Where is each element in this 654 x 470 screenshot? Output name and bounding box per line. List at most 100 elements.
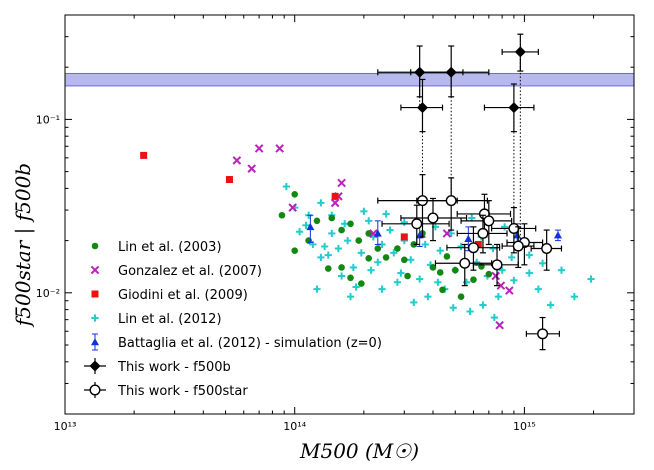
series-0-point-16 bbox=[394, 245, 401, 252]
series-3-point-24 bbox=[421, 240, 429, 249]
series-3-point-48 bbox=[313, 285, 321, 293]
plot-frame bbox=[64, 14, 635, 415]
series-3-point-53 bbox=[352, 283, 360, 291]
series-3-point-70 bbox=[346, 293, 355, 301]
series-3-point-12 bbox=[357, 249, 365, 257]
series-1-point-2 bbox=[254, 144, 264, 153]
series-0-point-13 bbox=[347, 274, 354, 282]
series-3-point-21 bbox=[407, 256, 415, 264]
series-3-point-38 bbox=[494, 293, 502, 301]
legend-marker-3 bbox=[91, 314, 99, 322]
series-3-point-51 bbox=[393, 278, 402, 286]
legend-label-5: This work - f500b bbox=[117, 360, 231, 375]
series-3-point-17 bbox=[386, 226, 394, 234]
series-1-point-10 bbox=[496, 281, 506, 290]
series-5-point-1 bbox=[445, 66, 457, 78]
legend-label-4: Battaglia et al. (2012) - simulation (z=… bbox=[118, 336, 382, 351]
series-3-point-3 bbox=[317, 199, 325, 207]
series-0-point-15 bbox=[382, 254, 390, 261]
series-0 bbox=[278, 190, 493, 300]
series-3-point-58 bbox=[424, 293, 432, 301]
series-2-point-4 bbox=[474, 240, 482, 248]
legend-marker-6 bbox=[89, 384, 101, 396]
series-3-point-23 bbox=[416, 275, 424, 283]
series-1-point-8 bbox=[442, 229, 452, 238]
series-0-point-22 bbox=[443, 253, 451, 260]
legend-label-0: Lin et al. (2003) bbox=[118, 240, 222, 255]
series-3-point-68 bbox=[400, 218, 408, 226]
series-4-point-1 bbox=[373, 229, 382, 237]
baryon-fraction-band bbox=[64, 72, 635, 87]
series-6-point-13 bbox=[541, 243, 553, 255]
series-0-point-21 bbox=[436, 269, 444, 276]
series-3-point-66 bbox=[498, 266, 506, 274]
series-6 bbox=[377, 174, 563, 351]
series-2-point-0 bbox=[140, 151, 148, 159]
series-0-point-26 bbox=[478, 263, 485, 270]
series-3-point-55 bbox=[295, 228, 304, 236]
series-3-point-31 bbox=[457, 242, 465, 251]
series-6-point-3 bbox=[411, 218, 423, 230]
series-0-point-29 bbox=[485, 270, 493, 278]
series-3-point-32 bbox=[462, 278, 471, 286]
series-3-point-57 bbox=[382, 210, 390, 218]
series-6-point-14 bbox=[537, 328, 549, 340]
series-6-point-5 bbox=[483, 215, 495, 227]
x-axis-title: M500 (M☉) bbox=[299, 439, 419, 463]
series-6-point-12 bbox=[512, 240, 524, 252]
series-0-point-1 bbox=[291, 190, 299, 198]
series-3 bbox=[282, 182, 595, 322]
series-3-point-40 bbox=[508, 253, 516, 262]
series-3-point-63 bbox=[538, 259, 547, 267]
series-3-point-47 bbox=[587, 275, 595, 283]
legend-label-1: Gonzalez et al. (2007) bbox=[118, 264, 262, 279]
series-3-point-29 bbox=[447, 229, 455, 238]
series-5-point-3 bbox=[416, 102, 428, 114]
series-3-point-19 bbox=[397, 269, 405, 277]
series-3-point-15 bbox=[374, 258, 382, 266]
series-3-point-9 bbox=[341, 220, 349, 228]
series-3-point-50 bbox=[378, 285, 386, 293]
legend-marker-1 bbox=[90, 265, 100, 275]
series-3-point-46 bbox=[570, 293, 578, 301]
series-3-point-64 bbox=[525, 251, 533, 259]
legend-item-1: Gonzalez et al. (2007) bbox=[90, 264, 262, 279]
series-6-point-11 bbox=[491, 259, 503, 271]
series-0-point-20 bbox=[429, 264, 437, 271]
series-3-point-0 bbox=[282, 182, 290, 191]
series-0-point-11 bbox=[338, 264, 345, 271]
series-0-point-28 bbox=[457, 293, 465, 300]
x-tick-label: 10¹⁵ bbox=[513, 420, 536, 433]
series-0-point-14 bbox=[358, 280, 365, 287]
series-3-point-11 bbox=[349, 263, 357, 272]
series-0-point-3 bbox=[313, 217, 321, 225]
series-3-point-49 bbox=[337, 272, 346, 280]
legend-marker-0 bbox=[91, 242, 99, 250]
series-3-point-45 bbox=[557, 266, 566, 274]
series-0-point-5 bbox=[347, 220, 354, 228]
series-3-point-52 bbox=[410, 298, 418, 307]
series-0-point-8 bbox=[374, 245, 382, 252]
series-0-point-10 bbox=[291, 247, 299, 254]
series-0-point-0 bbox=[278, 211, 286, 219]
series-0-point-4 bbox=[338, 226, 345, 234]
legend-item-0: Lin et al. (2003) bbox=[91, 240, 222, 255]
series-0-point-2 bbox=[328, 214, 336, 222]
series-3-point-42 bbox=[525, 269, 533, 277]
legend-label-2: Giodini et al. (2009) bbox=[118, 288, 248, 303]
series-3-point-61 bbox=[479, 301, 487, 309]
series-3-point-54 bbox=[360, 207, 368, 215]
series-6-point-6 bbox=[477, 227, 489, 239]
series-3-point-56 bbox=[324, 251, 332, 259]
series-0-point-17 bbox=[400, 256, 408, 264]
legend-marker-5 bbox=[89, 360, 101, 372]
series-3-point-8 bbox=[334, 244, 343, 253]
legend-label-6: This work - f500star bbox=[117, 384, 248, 399]
legend-item-6: This work - f500star bbox=[84, 382, 248, 399]
legend-item-2: Giodini et al. (2009) bbox=[91, 288, 248, 303]
series-3-point-72 bbox=[321, 242, 329, 251]
series-0-point-12 bbox=[324, 265, 332, 272]
series-3-point-60 bbox=[466, 307, 474, 316]
series-3-point-37 bbox=[489, 244, 497, 253]
legend-item-3: Lin et al. (2012) bbox=[91, 312, 222, 327]
